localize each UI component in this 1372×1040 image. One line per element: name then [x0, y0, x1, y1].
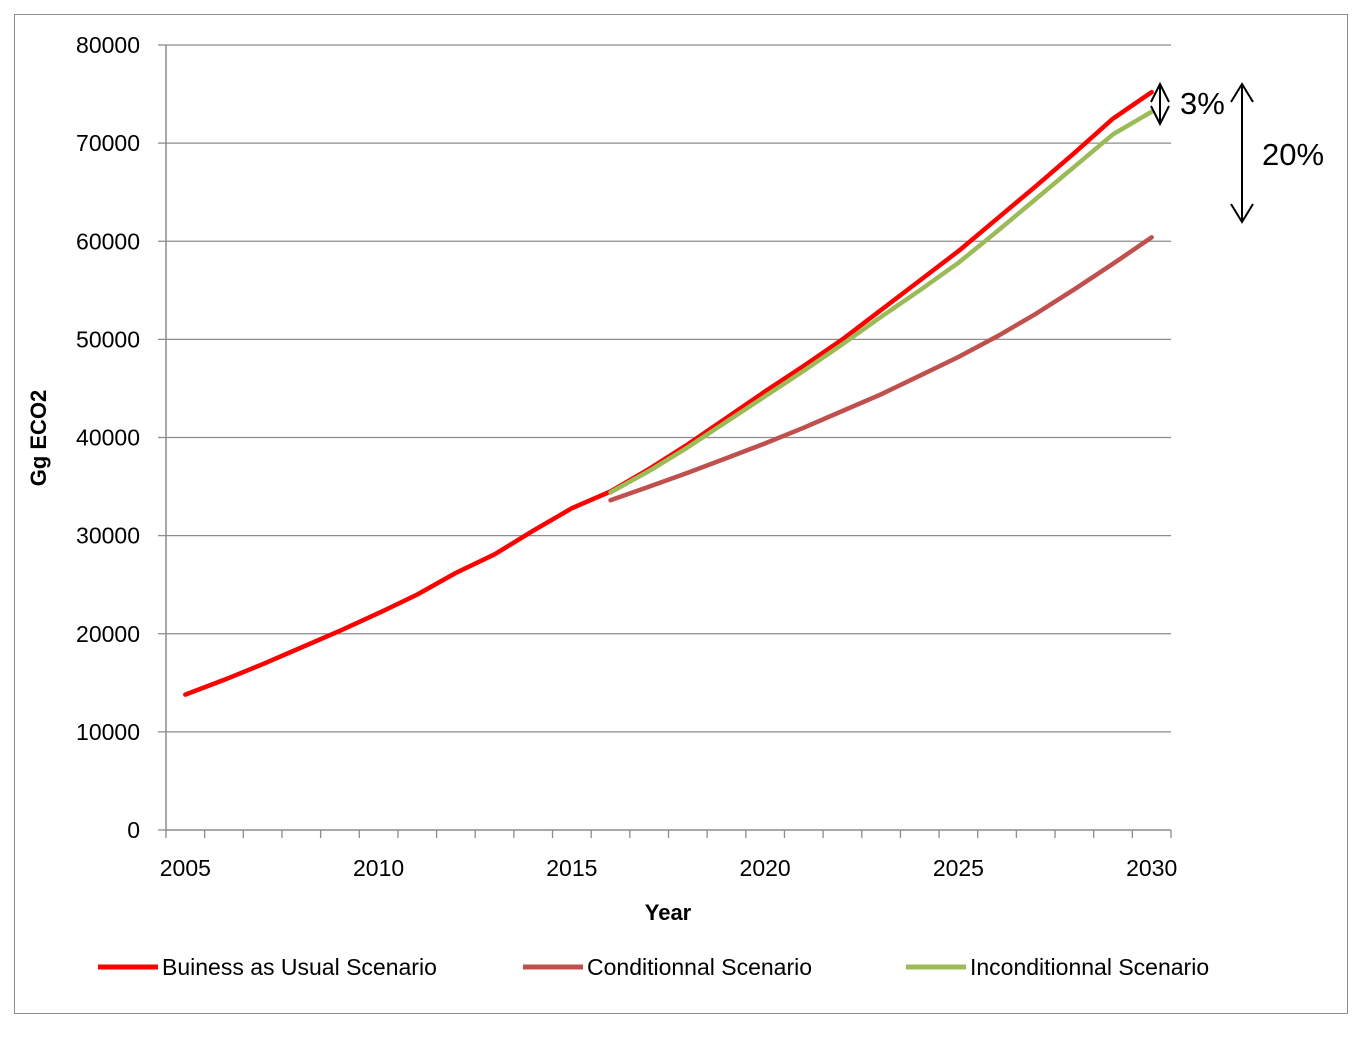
x-tick-label: 2015	[546, 855, 597, 881]
y-tick-label: 60000	[76, 228, 140, 254]
gridlines	[166, 44, 1171, 733]
series-lines	[183, 89, 1154, 697]
annotations: 3% 20%	[1150, 81, 1324, 224]
legend-label: Conditionnal Scenario	[587, 954, 812, 980]
y-tick-label: 20000	[76, 621, 140, 647]
annotation-3pct: 3%	[1180, 86, 1225, 121]
arrow-head	[1150, 81, 1170, 103]
series-line-3	[608, 109, 1154, 495]
x-tick-label: 2020	[740, 855, 791, 881]
y-axis-title: Gg ECO2	[26, 390, 51, 487]
series-line-1	[183, 89, 1154, 697]
x-tick-label: 2005	[160, 855, 211, 881]
y-tick-label: 30000	[76, 523, 140, 549]
x-tick-label: 2030	[1126, 855, 1177, 881]
annotation-20pct: 20%	[1262, 137, 1324, 172]
x-tick-labels: 2005 2010 2015 2020 2025 2030	[160, 855, 1178, 881]
y-tick-label: 50000	[76, 326, 140, 352]
x-axis-title: Year	[645, 900, 692, 925]
legend-label: Buiness as Usual Scenario	[162, 954, 437, 980]
axes	[158, 44, 1172, 838]
y-tick-labels: 0 10000 20000 30000 40000 50000 60000 70000 8000…	[76, 32, 140, 843]
arrow-head	[1230, 82, 1254, 103]
legend-label: Inconditionnal Scenario	[970, 954, 1209, 980]
x-tick-label: 2010	[353, 855, 404, 881]
y-tick-label: 70000	[76, 130, 140, 156]
arrow-head	[1150, 105, 1170, 127]
series-line-2	[608, 235, 1154, 503]
y-tick-label: 40000	[76, 425, 140, 451]
x-tick-label: 2025	[933, 855, 984, 881]
y-tick-label: 0	[127, 817, 140, 843]
arrow-head	[1230, 203, 1254, 224]
y-tick-label: 10000	[76, 719, 140, 745]
chart-frame	[14, 14, 1348, 1014]
legend: Buiness as Usual Scenario Conditionnal Sc…	[98, 954, 1209, 980]
y-tick-label: 80000	[76, 32, 140, 58]
